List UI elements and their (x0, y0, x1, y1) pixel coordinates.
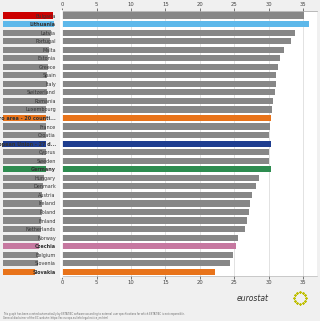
Bar (62, 141, 271, 147)
Bar (3, 55, 48, 61)
Bar (3, 98, 47, 104)
Bar (3, 192, 42, 198)
Bar (3, 235, 40, 241)
Bar (62, 132, 269, 138)
Bar (3, 252, 38, 258)
Bar (62, 38, 291, 44)
Bar (3, 226, 41, 232)
Bar (3, 141, 46, 147)
Bar (62, 149, 268, 155)
Bar (3, 89, 47, 95)
Bar (62, 72, 276, 78)
Bar (3, 200, 42, 206)
Bar (3, 217, 41, 224)
Bar (3, 72, 47, 78)
Bar (3, 38, 50, 44)
Bar (62, 200, 250, 206)
Bar (62, 175, 259, 181)
Bar (3, 183, 43, 189)
Bar (3, 269, 35, 275)
Bar (62, 226, 245, 232)
Bar (62, 124, 270, 130)
Bar (3, 175, 44, 181)
Bar (3, 13, 53, 19)
Bar (62, 235, 238, 241)
Bar (3, 124, 46, 130)
Bar (3, 166, 46, 172)
Bar (62, 217, 247, 224)
Bar (62, 269, 215, 275)
Bar (62, 252, 233, 258)
Bar (62, 30, 295, 36)
Bar (62, 47, 284, 53)
Bar (62, 98, 274, 104)
Bar (62, 64, 277, 70)
Bar (3, 30, 51, 36)
Bar (3, 149, 46, 155)
Bar (62, 209, 249, 215)
Bar (62, 183, 256, 189)
Bar (62, 21, 308, 27)
Bar (3, 81, 47, 87)
Bar (3, 64, 48, 70)
Bar (62, 55, 280, 61)
Bar (62, 89, 275, 95)
Bar (3, 115, 46, 121)
Bar (3, 132, 46, 138)
Bar (3, 21, 54, 27)
Bar (62, 81, 276, 87)
Bar (3, 260, 38, 266)
Bar (62, 106, 272, 113)
Bar (3, 243, 39, 249)
Bar (3, 47, 49, 53)
Text: This graph has been created automatically by ESTAT/EC software according to exte: This graph has been created automaticall… (3, 312, 185, 320)
Bar (62, 243, 236, 249)
Bar (3, 106, 46, 113)
Bar (3, 158, 46, 164)
Bar (3, 209, 42, 215)
Text: eurostat: eurostat (237, 294, 269, 303)
Bar (62, 166, 271, 172)
Bar (62, 115, 271, 121)
Bar (62, 13, 304, 19)
Bar (62, 260, 230, 266)
Bar (62, 158, 268, 164)
Bar (62, 192, 252, 198)
